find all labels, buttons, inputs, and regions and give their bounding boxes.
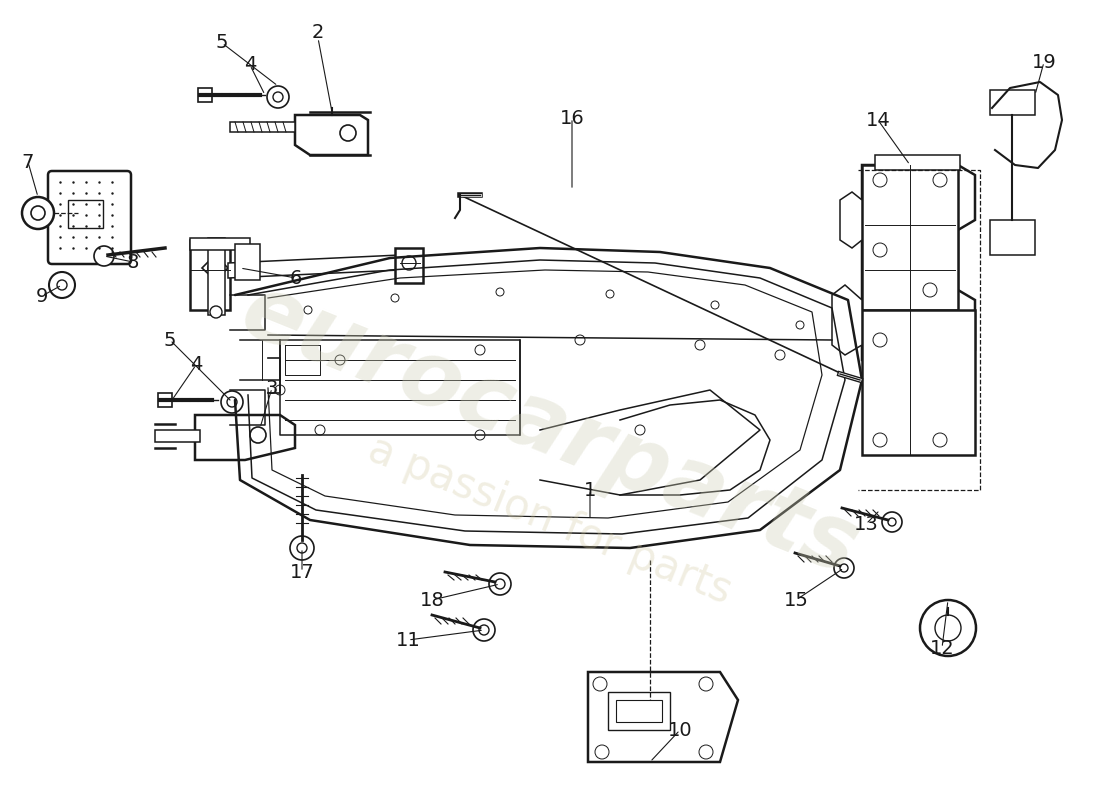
Circle shape bbox=[221, 391, 243, 413]
Text: 10: 10 bbox=[668, 721, 692, 739]
Polygon shape bbox=[190, 238, 250, 250]
Polygon shape bbox=[228, 255, 400, 278]
Polygon shape bbox=[195, 415, 295, 460]
Text: 1: 1 bbox=[584, 481, 596, 499]
Polygon shape bbox=[862, 165, 958, 310]
Text: 9: 9 bbox=[36, 286, 48, 306]
Bar bbox=[198, 88, 212, 102]
Circle shape bbox=[340, 125, 356, 141]
Bar bbox=[68, 200, 103, 228]
Text: a passion for parts: a passion for parts bbox=[362, 428, 738, 612]
Circle shape bbox=[50, 272, 75, 298]
Bar bbox=[608, 692, 670, 730]
Text: 14: 14 bbox=[866, 110, 890, 130]
Text: 12: 12 bbox=[930, 638, 955, 658]
Polygon shape bbox=[840, 192, 862, 248]
Polygon shape bbox=[588, 672, 738, 762]
Text: 8: 8 bbox=[126, 253, 140, 271]
Polygon shape bbox=[235, 244, 260, 280]
Polygon shape bbox=[862, 310, 975, 455]
Text: 4: 4 bbox=[244, 55, 256, 74]
Polygon shape bbox=[190, 240, 230, 310]
Text: 17: 17 bbox=[289, 562, 315, 582]
FancyBboxPatch shape bbox=[48, 171, 131, 264]
Text: eurocarparts: eurocarparts bbox=[229, 266, 871, 594]
Bar bbox=[158, 393, 172, 407]
Polygon shape bbox=[295, 115, 368, 155]
Circle shape bbox=[227, 397, 236, 407]
Circle shape bbox=[210, 306, 222, 318]
Bar bbox=[990, 90, 1035, 115]
Polygon shape bbox=[208, 238, 226, 315]
Circle shape bbox=[250, 427, 266, 443]
Circle shape bbox=[882, 512, 902, 532]
Polygon shape bbox=[874, 155, 960, 170]
Circle shape bbox=[490, 573, 512, 595]
Circle shape bbox=[888, 518, 896, 526]
Text: 15: 15 bbox=[783, 590, 808, 610]
Circle shape bbox=[920, 600, 976, 656]
Circle shape bbox=[840, 564, 848, 572]
Text: 18: 18 bbox=[419, 590, 444, 610]
Text: 5: 5 bbox=[164, 330, 176, 350]
Circle shape bbox=[208, 261, 222, 275]
Text: 6: 6 bbox=[289, 269, 302, 287]
Polygon shape bbox=[862, 165, 975, 360]
Polygon shape bbox=[832, 285, 862, 355]
Text: 19: 19 bbox=[1032, 53, 1056, 71]
Polygon shape bbox=[202, 255, 228, 280]
Circle shape bbox=[267, 86, 289, 108]
Circle shape bbox=[94, 246, 114, 266]
Circle shape bbox=[290, 536, 314, 560]
Text: 5: 5 bbox=[216, 34, 229, 53]
Circle shape bbox=[495, 579, 505, 589]
Circle shape bbox=[478, 625, 490, 635]
Circle shape bbox=[31, 206, 45, 220]
Text: 13: 13 bbox=[854, 514, 879, 534]
Text: 7: 7 bbox=[22, 153, 34, 171]
Polygon shape bbox=[230, 122, 295, 132]
Text: 11: 11 bbox=[396, 630, 420, 650]
Circle shape bbox=[22, 197, 54, 229]
Bar bbox=[395, 248, 424, 283]
Text: 4: 4 bbox=[190, 355, 202, 374]
Text: 3: 3 bbox=[266, 378, 278, 398]
Bar bbox=[990, 220, 1035, 255]
Text: 16: 16 bbox=[560, 109, 584, 127]
Circle shape bbox=[297, 543, 307, 553]
Circle shape bbox=[273, 92, 283, 102]
Circle shape bbox=[402, 256, 416, 270]
Text: 2: 2 bbox=[311, 22, 324, 42]
Polygon shape bbox=[155, 430, 200, 442]
Circle shape bbox=[834, 558, 854, 578]
Circle shape bbox=[473, 619, 495, 641]
Bar bbox=[616, 700, 662, 722]
